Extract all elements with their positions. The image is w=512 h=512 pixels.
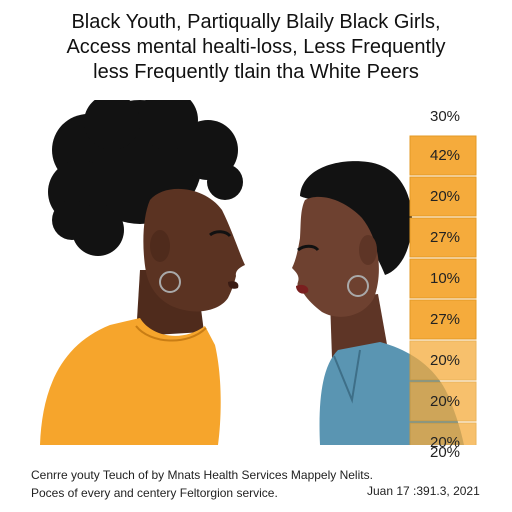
- right-girl-eye: [297, 244, 320, 252]
- left-girl-ear: [150, 230, 170, 262]
- bar-cell: [409, 422, 477, 445]
- bar-bottom-label: 20%: [429, 444, 461, 461]
- footer-line-2: Poces of every and centery Feltorgion se…: [31, 486, 278, 500]
- right-girl-lips: [296, 284, 309, 294]
- title-line-1: Black Youth, Partiqually Blaily Black Gi…: [71, 11, 441, 33]
- left-girl-figure: [40, 100, 245, 445]
- title-line-2: Access mental healti-loss, Less Frequent…: [66, 36, 446, 58]
- right-girl-face: [292, 196, 379, 317]
- bar-cell: [409, 258, 477, 299]
- left-girl-earring: [159, 271, 181, 293]
- right-girl-ear: [359, 235, 377, 265]
- bar-cell: [409, 299, 477, 340]
- bar-cell-label: 20%: [429, 188, 461, 205]
- footer-date: Juan 17 :391.3, 2021: [367, 484, 480, 498]
- bar-cell: [409, 135, 477, 176]
- bar-cell-label: 10%: [429, 270, 461, 287]
- left-girl-collar: [135, 325, 207, 342]
- left-girl-hair: [48, 100, 243, 256]
- left-girl-eye: [209, 230, 232, 238]
- page-title: Black Youth, Partiqually Blaily Black Gi…: [0, 10, 512, 85]
- bar-cell: [409, 340, 477, 381]
- right-girl-earring: [347, 275, 369, 297]
- bar-cell-label: 20%: [429, 352, 461, 369]
- right-girl-collar: [333, 349, 361, 404]
- portrait-illustration: [40, 100, 477, 445]
- left-girl-face: [143, 188, 245, 312]
- left-girl-shirt: [40, 318, 221, 445]
- bar-cell: [409, 176, 477, 217]
- bar-top-label: 30%: [429, 108, 461, 125]
- bar-cell-label: 27%: [429, 229, 461, 246]
- left-girl-lips: [228, 281, 239, 289]
- bar-cell-label: 42%: [429, 147, 461, 164]
- title-line-3: less Frequently tlain tha White Peers: [93, 61, 419, 83]
- bar-cell: [409, 217, 477, 258]
- footer-source: Cenrre youty Teuch of by Mnats Health Se…: [31, 466, 491, 502]
- bar-cell-label: 27%: [429, 311, 461, 328]
- bar-cell-label: 20%: [429, 434, 461, 451]
- bar-cell-label: 20%: [429, 393, 461, 410]
- percentage-bar: [409, 135, 477, 445]
- footer-line-1: Cenrre youty Teuch of by Mnats Health Se…: [31, 468, 373, 482]
- bar-cell: [409, 381, 477, 422]
